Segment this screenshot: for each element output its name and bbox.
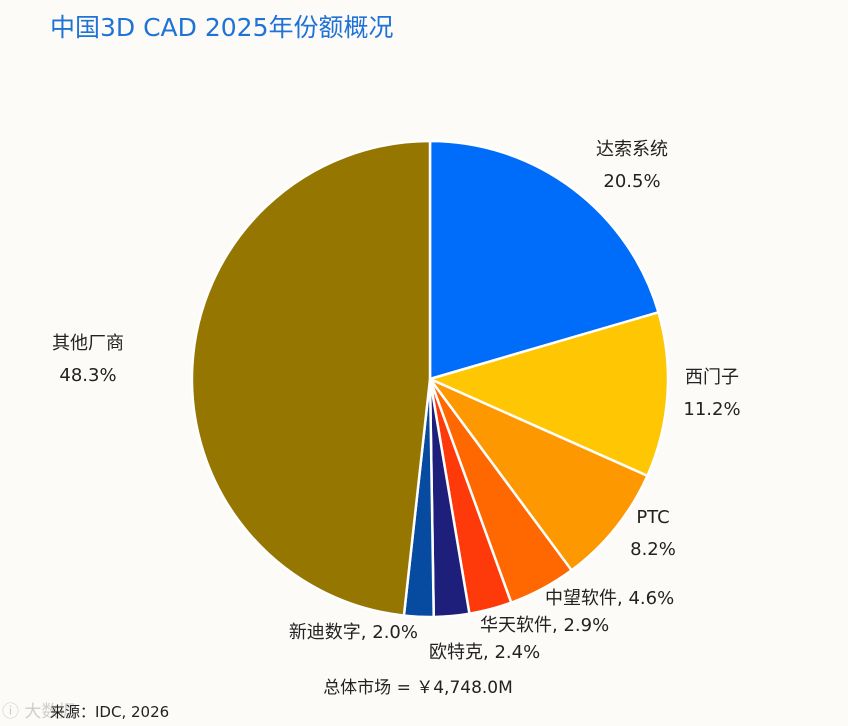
slice-7-label: 新迪数字, 2.0% [289,622,418,643]
source-note: 来源：IDC, 2026 [50,703,170,721]
total-market-label: 总体市场 = ￥4,748.0M [323,678,513,698]
watermark: ⓘ 大数据 [2,702,76,722]
slice-1-wedge [428,139,660,381]
chart-title: 中国3D CAD 2025年份额概况 [50,13,394,42]
slice-8-name: 其他厂商 [52,333,124,354]
slice-3-label: PTC 8.2% [630,507,676,560]
slice-6-label: 欧特克, 2.4% [429,642,540,663]
slice-1-name: 达索系统 [596,139,668,160]
slice-8-percent: 48.3% [59,365,116,386]
slice-3-percent: 8.2% [630,539,676,560]
slice-8-wedge [190,139,432,617]
slice-4-label: 中望软件, 4.6% [545,588,674,609]
pie-labels: 达索系统 20.5% 西门子 11.2% PTC 8.2% 中望软件, 4.6% 华天软件, … [52,139,741,663]
slice-5-label: 华天软件, 2.9% [480,615,609,636]
slice-1-percent: 20.5% [603,171,660,192]
slice-2-percent: 11.2% [683,399,740,420]
slice-2-label: 西门子 11.2% [683,367,740,420]
slice-8-label: 其他厂商 48.3% [52,333,124,386]
slice-2-wedge [428,311,670,478]
slice-3-name: PTC [636,507,669,528]
slice-1-label: 达索系统 20.5% [596,139,668,192]
slice-3-wedge [428,377,649,572]
slice-2-name: 西门子 [685,367,739,388]
pie-slices [190,139,670,619]
